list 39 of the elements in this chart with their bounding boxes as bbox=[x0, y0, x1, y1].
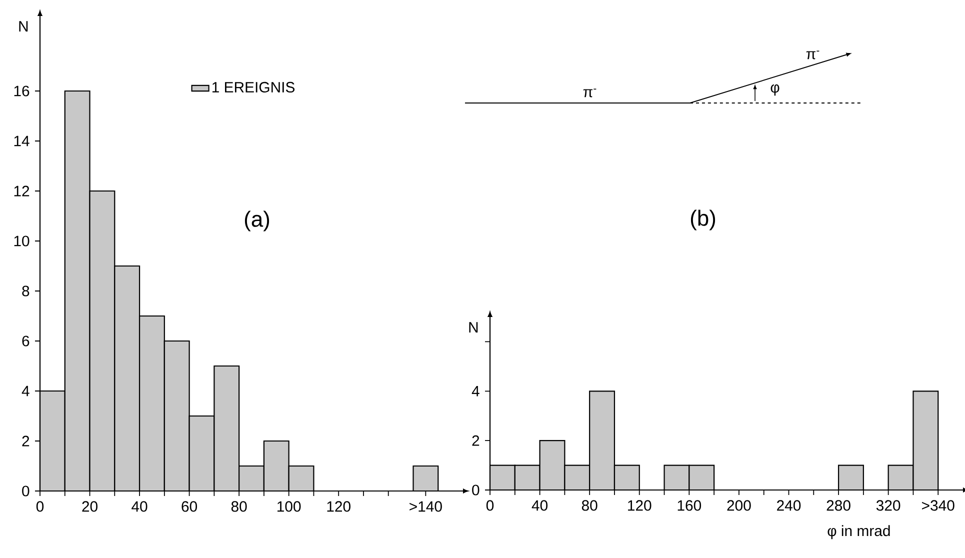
x-tick-label: 40 bbox=[132, 501, 148, 512]
y-axis-title: N bbox=[469, 322, 478, 332]
y-tick-label: 8 bbox=[22, 286, 30, 296]
x-tick-label: 200 bbox=[727, 500, 751, 511]
y-tick-label: 4 bbox=[22, 386, 30, 396]
x-tick-label: 280 bbox=[826, 500, 850, 511]
x-axis-title: φ in mrad bbox=[828, 525, 890, 540]
y-tick-label: 12 bbox=[14, 186, 30, 196]
x-tick-label: 240 bbox=[777, 500, 801, 511]
text: φ bbox=[770, 84, 780, 96]
annotation: (a) bbox=[244, 210, 270, 232]
x-tick-label: >340 bbox=[922, 500, 954, 511]
x-tick-label: >140 bbox=[410, 501, 442, 512]
text: π$^{-}$ bbox=[806, 50, 820, 60]
y-axis-title: N bbox=[19, 21, 28, 32]
y-tick-label: 6 bbox=[22, 336, 30, 346]
legend-label: 1 EREIGNIS bbox=[212, 82, 295, 93]
y-tick-label: 2 bbox=[472, 435, 480, 446]
x-tick-label: 120 bbox=[327, 501, 350, 512]
x-tick-label: 0 bbox=[36, 501, 44, 512]
y-tick-label: 2 bbox=[22, 436, 30, 446]
y-tick-label: 4 bbox=[472, 386, 480, 396]
y-tick-label: 0 bbox=[472, 484, 480, 496]
x-tick-label: 120 bbox=[628, 500, 652, 511]
x-tick-label: 80 bbox=[231, 501, 247, 512]
x-tick-label: 60 bbox=[182, 501, 198, 512]
text: (b) bbox=[690, 210, 716, 230]
x-tick-label: 320 bbox=[876, 500, 900, 511]
x-tick-label: 20 bbox=[82, 501, 98, 512]
x-tick-label: 0 bbox=[486, 500, 494, 511]
y-tick-label: 14 bbox=[14, 136, 30, 146]
y-tick-label: 10 bbox=[14, 236, 30, 246]
y-tick-label: 0 bbox=[22, 486, 30, 496]
y-tick-label: 16 bbox=[14, 86, 30, 96]
text: π$^{-}$ bbox=[583, 88, 596, 98]
x-tick-label: 100 bbox=[278, 501, 301, 512]
x-tick-label: 160 bbox=[678, 500, 702, 511]
x-tick-label: 40 bbox=[532, 500, 548, 511]
x-tick-label: 80 bbox=[582, 500, 598, 511]
